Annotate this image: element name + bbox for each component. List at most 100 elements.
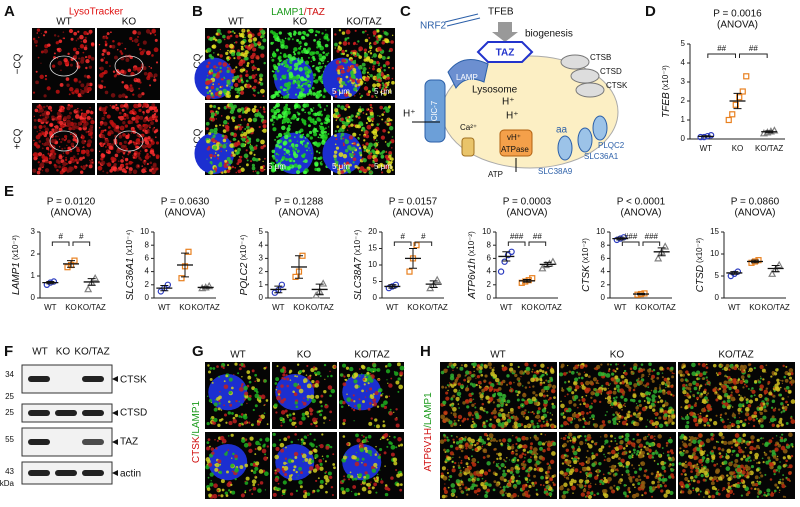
puncta: [54, 164, 57, 167]
puncta: [617, 423, 619, 425]
puncta: [222, 89, 227, 94]
puncta: [573, 403, 576, 406]
puncta: [340, 78, 343, 81]
puncta: [351, 491, 352, 492]
puncta: [246, 142, 247, 143]
puncta: [296, 39, 299, 42]
puncta: [328, 471, 332, 475]
puncta: [482, 446, 484, 448]
puncta: [524, 457, 526, 459]
puncta: [611, 407, 612, 408]
puncta: [237, 169, 241, 173]
puncta: [339, 152, 344, 157]
puncta: [241, 46, 243, 48]
puncta: [253, 157, 254, 158]
puncta: [240, 143, 245, 148]
puncta: [376, 368, 380, 372]
puncta: [571, 371, 575, 375]
puncta: [73, 48, 77, 52]
puncta: [243, 29, 244, 30]
puncta: [217, 29, 221, 33]
puncta: [350, 123, 353, 126]
puncta: [452, 407, 457, 412]
puncta: [365, 83, 366, 84]
puncta: [364, 376, 365, 377]
micrograph-content: [33, 28, 95, 97]
puncta: [753, 411, 757, 415]
puncta: [720, 414, 722, 416]
puncta: [518, 380, 520, 382]
puncta: [280, 420, 282, 422]
puncta: [509, 485, 511, 487]
puncta: [133, 157, 135, 159]
puncta: [363, 476, 366, 479]
puncta: [301, 453, 303, 455]
puncta: [693, 418, 697, 422]
puncta: [550, 496, 551, 497]
puncta: [257, 422, 260, 425]
puncta: [217, 459, 221, 463]
puncta: [123, 118, 126, 121]
puncta: [83, 165, 85, 167]
puncta: [57, 161, 60, 164]
puncta: [467, 437, 472, 442]
puncta: [245, 75, 247, 77]
puncta: [395, 408, 397, 410]
puncta: [355, 462, 360, 467]
puncta: [724, 375, 726, 377]
puncta: [308, 147, 309, 148]
puncta: [242, 36, 244, 38]
puncta: [535, 394, 538, 397]
puncta: [459, 487, 462, 490]
puncta: [36, 71, 38, 73]
puncta: [324, 121, 327, 124]
puncta: [235, 467, 238, 470]
puncta: [378, 54, 383, 59]
puncta: [207, 487, 211, 491]
puncta: [704, 424, 707, 427]
puncta: [341, 487, 345, 491]
puncta: [101, 130, 104, 133]
puncta: [367, 169, 369, 171]
puncta: [149, 116, 154, 121]
puncta: [375, 453, 378, 456]
puncta: [253, 409, 255, 411]
puncta: [155, 167, 158, 170]
puncta: [207, 75, 208, 76]
puncta: [294, 375, 296, 377]
puncta: [68, 127, 72, 131]
puncta: [368, 487, 371, 490]
puncta: [539, 455, 543, 459]
puncta: [334, 158, 337, 161]
puncta: [333, 466, 336, 469]
puncta: [253, 86, 256, 89]
puncta: [43, 106, 46, 109]
puncta: [274, 472, 277, 475]
puncta: [667, 410, 671, 414]
puncta: [318, 78, 321, 81]
puncta: [624, 372, 627, 375]
puncta: [770, 375, 772, 377]
puncta: [208, 463, 212, 467]
puncta: [91, 57, 95, 61]
puncta: [315, 163, 319, 167]
puncta: [284, 473, 287, 476]
puncta: [314, 79, 318, 83]
puncta: [443, 449, 446, 452]
puncta: [208, 62, 211, 65]
puncta: [748, 388, 750, 390]
puncta: [484, 387, 489, 392]
puncta: [257, 488, 261, 492]
puncta: [453, 363, 457, 367]
puncta: [534, 454, 536, 456]
puncta: [260, 481, 264, 485]
puncta: [563, 372, 567, 376]
puncta: [474, 448, 477, 451]
puncta: [224, 39, 226, 41]
puncta: [397, 391, 399, 393]
puncta: [480, 474, 483, 477]
puncta: [81, 109, 83, 111]
puncta: [149, 169, 152, 172]
puncta: [790, 416, 792, 418]
puncta: [337, 72, 340, 75]
